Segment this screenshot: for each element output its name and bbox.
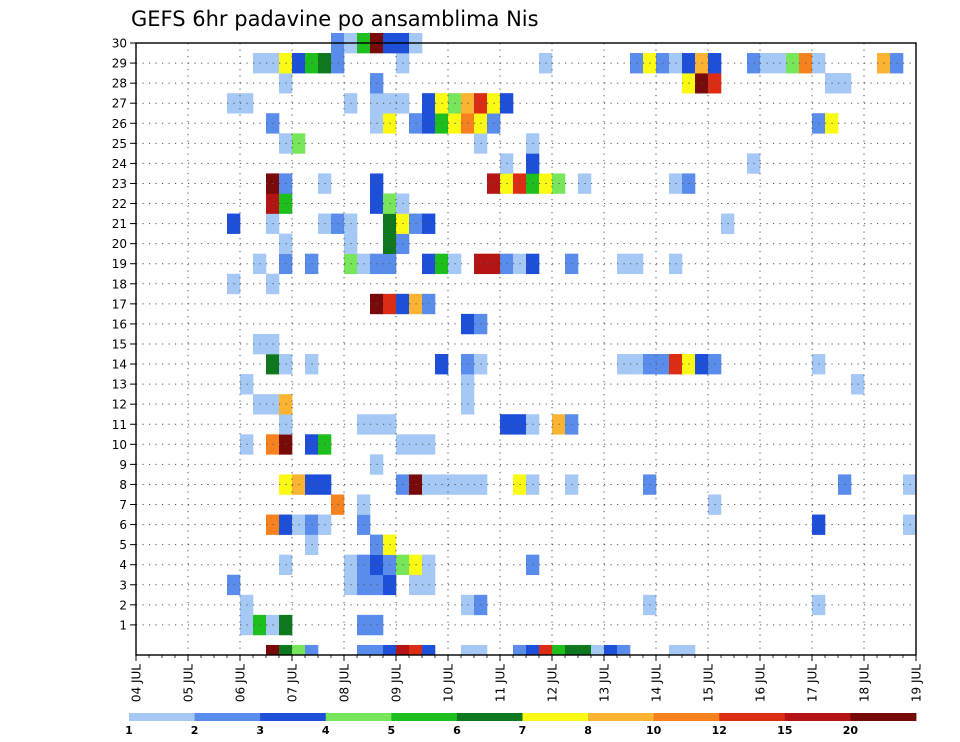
y-tick-label: 10 <box>112 438 127 452</box>
x-axis-ticks: 04 JUL 05 JUL 06 JUL 07 JUL 08 JUL 09 JUL 10 J… <box>130 655 924 702</box>
legend-label: 10 <box>646 724 662 737</box>
heatmap-cell <box>513 644 527 656</box>
heatmap-cell <box>396 644 410 656</box>
heatmap-cell <box>422 644 436 656</box>
legend-label: 1 <box>125 724 133 737</box>
y-tick-label: 22 <box>112 197 127 211</box>
y-tick-label: 18 <box>112 277 127 291</box>
legend-label: 20 <box>843 724 859 737</box>
legend-swatch <box>784 713 851 721</box>
heatmap-cell <box>669 644 683 656</box>
y-tick-label: 14 <box>112 358 127 372</box>
legend-swatch <box>260 713 327 721</box>
heatmap-cell <box>578 644 592 656</box>
y-tick-label: 15 <box>112 337 127 351</box>
heatmap-cell <box>604 644 618 656</box>
y-tick-label: 5 <box>119 538 127 552</box>
y-tick-label: 4 <box>119 558 127 572</box>
legend-label: 6 <box>453 724 461 737</box>
x-tick-label: 08 JUL <box>338 664 352 702</box>
legend-label: 2 <box>191 724 199 737</box>
y-tick-label: 3 <box>119 578 127 592</box>
legend-swatch <box>719 713 786 721</box>
y-tick-label: 2 <box>119 598 127 612</box>
grid-lines <box>136 42 916 655</box>
heatmap-cell <box>383 644 397 656</box>
y-tick-label: 6 <box>119 518 127 532</box>
y-tick-label: 20 <box>112 237 127 251</box>
heatmap-cell <box>591 644 605 656</box>
y-tick-label: 29 <box>112 57 127 71</box>
heatmap-cell <box>279 644 293 656</box>
legend-label: 3 <box>256 724 264 737</box>
heatmap-cell <box>357 644 371 656</box>
y-tick-label: 19 <box>112 257 127 271</box>
legend-swatch <box>522 713 589 721</box>
heatmap-cell <box>292 644 306 656</box>
y-tick-label: 25 <box>112 137 127 151</box>
heatmap-cell <box>565 644 579 656</box>
heatmap-cell <box>305 644 319 656</box>
legend-label: 5 <box>388 724 396 737</box>
heatmap-cell <box>617 644 631 656</box>
x-tick-label: 12 JUL <box>546 664 560 702</box>
y-tick-label: 12 <box>112 398 127 412</box>
legend-swatch <box>129 713 195 721</box>
color-legend: 1 2 3 4 5 6 7 8 10 12 15 20 <box>125 713 917 737</box>
x-tick-label: 14 JUL <box>650 664 664 702</box>
legend-swatch <box>391 713 458 721</box>
heatmap-cell <box>409 644 423 656</box>
y-tick-label: 13 <box>112 378 127 392</box>
x-tick-label: 11 JUL <box>494 664 508 702</box>
y-tick-label: 27 <box>112 97 127 111</box>
heatmap-cell <box>552 644 566 656</box>
legend-swatch <box>456 713 523 721</box>
legend-swatch <box>653 713 720 721</box>
x-tick-label: 04 JUL <box>130 664 144 702</box>
y-tick-label: 24 <box>112 157 127 171</box>
y-axis-ticks: 1234567891011121314151617181920212223242… <box>112 37 136 632</box>
x-tick-label: 18 JUL <box>858 664 872 702</box>
legend-swatch <box>850 713 917 721</box>
heatmap-cell <box>370 644 384 656</box>
x-tick-label: 07 JUL <box>286 664 300 702</box>
y-tick-label: 9 <box>119 458 127 472</box>
x-tick-label: 19 JUL <box>910 664 924 702</box>
x-tick-label: 13 JUL <box>598 664 612 702</box>
legend-label: 15 <box>777 724 792 737</box>
y-tick-label: 17 <box>112 297 127 311</box>
heatmap-cell <box>682 644 696 656</box>
legend-label: 7 <box>519 724 527 737</box>
legend-label: 12 <box>712 724 727 737</box>
heatmap-cell <box>266 644 280 656</box>
legend-swatch <box>325 713 392 721</box>
legend-label: 4 <box>322 724 330 737</box>
chart-title: GEFS 6hr padavine po ansamblima Nis <box>131 7 539 31</box>
x-tick-label: 17 JUL <box>806 664 820 702</box>
x-tick-label: 09 JUL <box>390 664 404 702</box>
y-tick-label: 16 <box>112 317 127 331</box>
y-tick-label: 7 <box>119 498 127 512</box>
legend-swatch <box>194 713 261 721</box>
x-tick-label: 15 JUL <box>702 664 716 702</box>
y-tick-label: 26 <box>112 117 127 131</box>
heatmap-cell <box>461 644 475 656</box>
x-tick-label: 05 JUL <box>182 664 196 702</box>
y-tick-label: 23 <box>112 177 127 191</box>
y-tick-label: 1 <box>119 618 127 632</box>
y-tick-label: 30 <box>112 37 127 51</box>
legend-swatch <box>588 713 655 721</box>
heatmap-cell <box>526 644 540 656</box>
y-tick-label: 28 <box>112 77 127 91</box>
x-tick-label: 06 JUL <box>234 664 248 702</box>
legend-label: 8 <box>584 724 592 737</box>
x-tick-label: 10 JUL <box>442 664 456 702</box>
x-tick-label: 16 JUL <box>754 664 768 702</box>
y-tick-label: 11 <box>112 418 127 432</box>
heatmap-cell <box>474 644 488 656</box>
y-tick-label: 8 <box>119 478 127 492</box>
heatmap-cell <box>539 644 553 656</box>
y-tick-label: 21 <box>112 217 127 231</box>
